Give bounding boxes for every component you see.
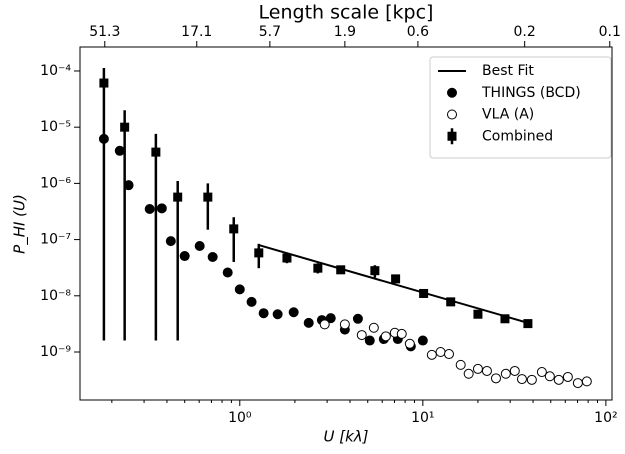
y-axis-label: P_HI (U) xyxy=(11,194,30,254)
x2-tick-label: 0.2 xyxy=(514,24,536,40)
point xyxy=(536,367,547,378)
point xyxy=(229,224,239,234)
x-tick-label: 10¹ xyxy=(411,410,434,426)
point xyxy=(419,288,429,298)
point xyxy=(179,251,190,262)
point xyxy=(151,147,161,157)
legend-label: THINGS (BCD) xyxy=(481,85,581,101)
point xyxy=(144,204,155,215)
point xyxy=(553,374,564,385)
point xyxy=(446,297,456,307)
point xyxy=(99,78,109,88)
point xyxy=(472,363,483,374)
x2-tick-label: 1.9 xyxy=(334,24,356,40)
point xyxy=(391,274,401,284)
legend-swatch xyxy=(447,109,457,120)
point xyxy=(562,371,573,382)
x-tick-label: 10⁰ xyxy=(228,410,252,426)
chart-title: Length scale [kpc] xyxy=(259,2,434,24)
point xyxy=(207,252,218,263)
point xyxy=(282,253,292,263)
x2-tick-label: 5.7 xyxy=(259,24,281,40)
point xyxy=(336,265,346,275)
y-tick-label: 10⁻⁸ xyxy=(40,288,71,304)
point xyxy=(194,240,205,251)
point xyxy=(435,347,446,358)
legend-box xyxy=(429,56,612,159)
legend-label: Combined xyxy=(482,128,553,144)
point xyxy=(426,349,437,360)
point xyxy=(339,319,350,330)
x2-tick-label: 0.6 xyxy=(407,24,429,40)
point xyxy=(234,284,245,295)
legend-swatch xyxy=(447,131,457,141)
legend-label: VLA (A) xyxy=(482,107,534,123)
point xyxy=(370,266,380,276)
legend-label: Best Fit xyxy=(482,63,534,79)
point xyxy=(404,338,415,349)
x-axis-label: U [kλ] xyxy=(323,428,368,446)
point xyxy=(490,373,501,384)
y-tick-label: 10⁻⁵ xyxy=(40,119,71,135)
point xyxy=(417,335,428,346)
y-tick-label: 10⁻⁴ xyxy=(40,63,71,79)
point xyxy=(544,371,555,382)
legend-swatch xyxy=(447,87,457,98)
x2-tick-label: 17.1 xyxy=(181,24,212,40)
point xyxy=(500,314,510,324)
point xyxy=(319,319,330,330)
plot-frame xyxy=(79,46,613,401)
point xyxy=(258,308,269,319)
point xyxy=(509,365,520,376)
point xyxy=(473,309,483,319)
x2-tick-label: 0.1 xyxy=(599,24,621,40)
point xyxy=(203,192,213,202)
y-tick-label: 10⁻⁶ xyxy=(40,175,71,191)
point xyxy=(481,365,492,376)
point xyxy=(303,317,314,328)
point xyxy=(523,319,533,329)
y-tick-label: 10⁻⁹ xyxy=(40,344,71,360)
point xyxy=(325,313,336,324)
point xyxy=(380,331,391,342)
point xyxy=(463,368,474,379)
point xyxy=(313,263,323,273)
point xyxy=(173,192,183,202)
x2-tick-label: 51.3 xyxy=(89,24,120,40)
point xyxy=(272,309,283,320)
point xyxy=(165,236,176,247)
point xyxy=(581,376,592,387)
x-tick-label: 10² xyxy=(594,410,617,426)
point xyxy=(526,374,537,385)
point xyxy=(356,330,367,341)
point xyxy=(516,374,527,385)
point xyxy=(572,378,583,389)
point xyxy=(455,359,466,370)
point xyxy=(222,267,233,278)
point xyxy=(288,307,299,318)
fit-line xyxy=(258,244,529,324)
point xyxy=(368,322,379,333)
point xyxy=(500,368,511,379)
point xyxy=(246,296,257,307)
point xyxy=(156,203,167,214)
point xyxy=(120,122,130,132)
point xyxy=(352,313,363,324)
point xyxy=(444,349,455,360)
y-tick-label: 10⁻⁷ xyxy=(40,232,71,248)
point xyxy=(364,335,375,346)
point xyxy=(114,145,125,156)
point xyxy=(396,328,407,339)
point xyxy=(254,248,264,258)
